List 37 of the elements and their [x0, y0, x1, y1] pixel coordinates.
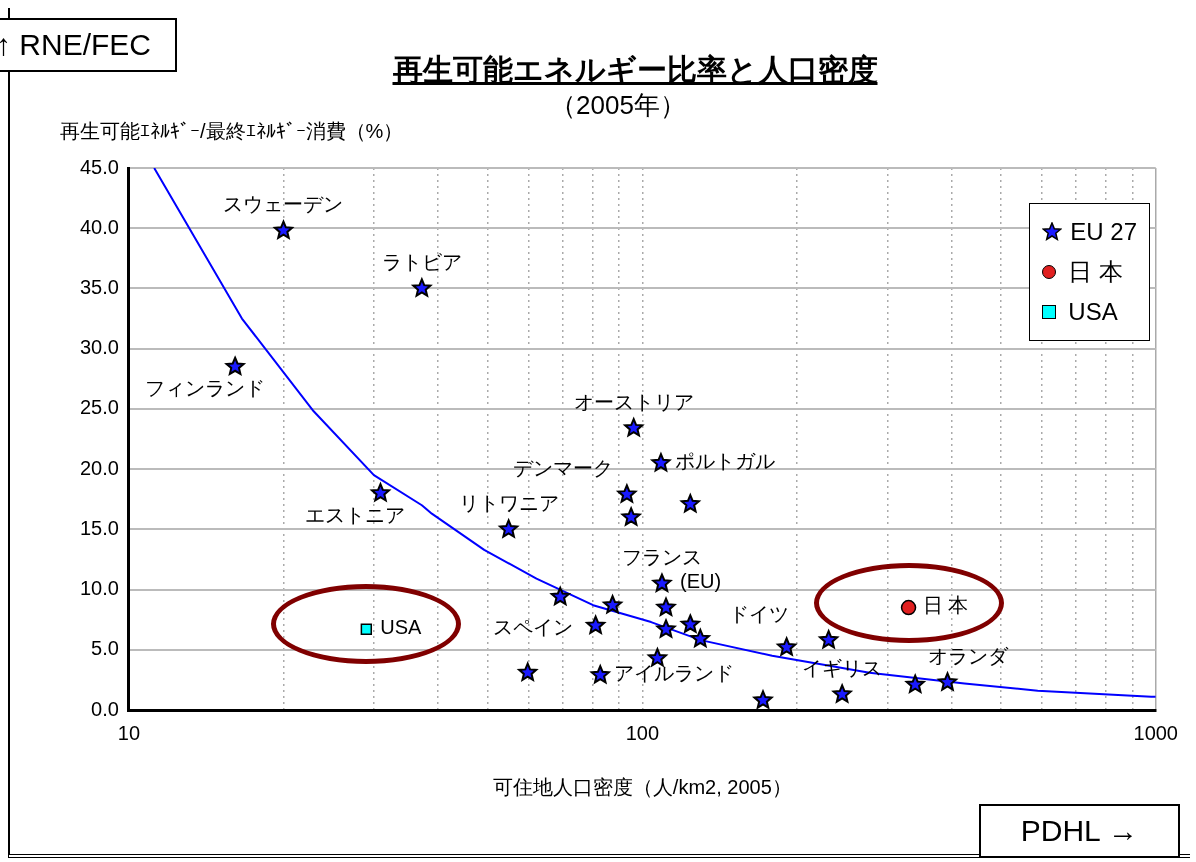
annotation: フィンランド: [145, 377, 266, 400]
y-tick-label: 40.0: [79, 215, 119, 238]
y-tick-label: 15.0: [79, 516, 119, 539]
text: ↑ RNE/FEC: [0, 18, 178, 72]
y-tick-label: 25.0: [79, 396, 119, 419]
annotation: USA: [380, 615, 423, 638]
annotation: 日 本: [922, 594, 969, 617]
x-tick-label: 100: [625, 721, 660, 744]
annotation: デンマーク: [512, 456, 613, 479]
y-tick-label: 0.0: [91, 697, 119, 720]
legend-label: USA: [1068, 298, 1118, 326]
chart-subtitle: （2005年）: [550, 89, 686, 122]
y-tick-label: 45.0: [79, 155, 119, 178]
annotation: スペイン: [492, 615, 573, 638]
annotation: (EU): [680, 570, 722, 593]
x-axis-title: 可住地人口密度（人/km2, 2005）: [492, 775, 792, 798]
annotation: エストニア: [305, 503, 406, 526]
annotation: ラトビア: [381, 250, 462, 273]
annotation: オーストリア: [573, 390, 694, 413]
y-tick-label: 20.0: [79, 456, 119, 479]
legend-label: 日 本: [1068, 257, 1123, 287]
y-axis-title: 再生可能ｴﾈﾙｷﾞｰ/最終ｴﾈﾙｷﾞｰ消費（%）: [60, 119, 404, 144]
y-tick-label: 35.0: [79, 275, 119, 298]
legend-label: EU 27: [1070, 218, 1137, 246]
y-tick-label: 30.0: [79, 336, 119, 359]
annotation: ポルトガル: [674, 449, 775, 472]
annotation: リトワニア: [458, 491, 559, 514]
annotation: アイルランド: [614, 661, 735, 684]
x-tick-label: 10: [117, 721, 141, 744]
text: PDHL →: [978, 804, 1180, 858]
x-tick-label: 1000: [1133, 721, 1178, 744]
y-tick-label: 10.0: [79, 577, 119, 600]
annotation: スウェーデン: [223, 193, 344, 216]
annotation: フランス: [621, 546, 702, 569]
y-tick-label: 5.0: [91, 637, 119, 660]
annotation: オランダ: [927, 644, 1009, 667]
annotation: ドイツ: [728, 602, 789, 625]
